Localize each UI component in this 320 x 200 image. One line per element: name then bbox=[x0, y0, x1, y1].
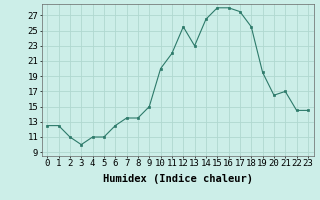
X-axis label: Humidex (Indice chaleur): Humidex (Indice chaleur) bbox=[103, 174, 252, 184]
